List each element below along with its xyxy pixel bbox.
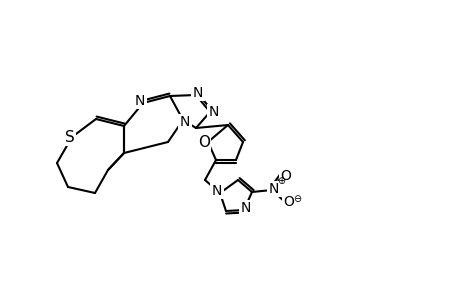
Text: ⊖: ⊖ [292,194,300,204]
Text: N: N [241,201,251,215]
Text: N: N [192,86,203,100]
Text: N: N [268,182,279,196]
Text: O: O [283,195,294,209]
Text: N: N [179,115,190,129]
Text: N: N [211,184,222,198]
Text: N: N [134,94,145,108]
Text: O: O [280,169,291,183]
Text: ⊕: ⊕ [276,176,285,186]
Text: N: N [208,105,218,119]
Text: S: S [65,130,75,145]
Text: O: O [197,134,210,149]
